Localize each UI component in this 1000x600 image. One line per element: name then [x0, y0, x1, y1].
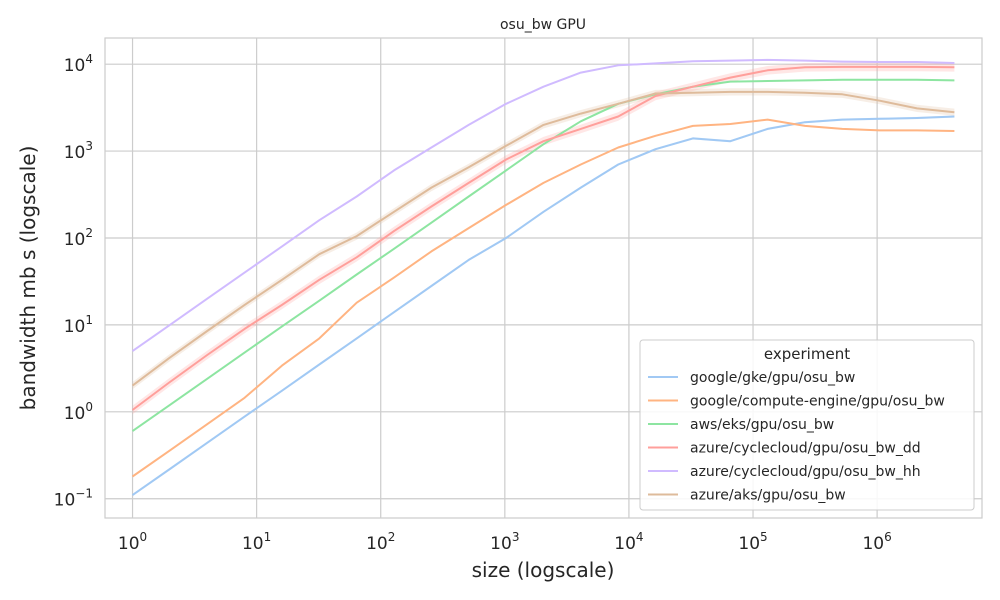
y-tick-label: 104	[64, 52, 93, 76]
legend-label: azure/cyclecloud/gpu/osu_bw_dd	[690, 441, 921, 457]
y-tick-label: 102	[64, 226, 93, 250]
x-tick-label: 105	[738, 530, 767, 554]
legend-label: aws/eks/gpu/osu_bw	[690, 417, 834, 433]
x-tick-label: 102	[366, 530, 395, 554]
legend-label: azure/aks/gpu/osu_bw	[690, 488, 846, 504]
x-tick-label: 106	[862, 530, 891, 554]
legend-title: experiment	[764, 345, 850, 363]
x-tick-label: 104	[614, 530, 643, 554]
chart-title: osu_bw GPU	[500, 17, 586, 33]
y-tick-label: 103	[64, 139, 93, 163]
x-tick-labels: 100 101 102 103 104 105 106	[118, 530, 892, 554]
y-axis-label: bandwidth mb s (logscale)	[16, 146, 40, 411]
x-tick-label: 103	[490, 530, 519, 554]
y-tick-label: 10−1	[54, 487, 93, 511]
legend: experiment google/gke/gpu/osu_bw google/c…	[640, 340, 974, 510]
legend-label: azure/cyclecloud/gpu/osu_bw_hh	[690, 464, 921, 480]
x-tick-label: 101	[242, 530, 271, 554]
y-tick-label: 101	[64, 313, 93, 337]
y-tick-labels: 10−1 100 101 102 103 104	[54, 52, 93, 511]
y-tick-label: 100	[64, 400, 93, 424]
legend-label: google/compute-engine/gpu/osu_bw	[690, 394, 945, 410]
legend-label: google/gke/gpu/osu_bw	[690, 370, 855, 386]
x-tick-label: 100	[118, 530, 147, 554]
legend-item: google/compute-engine/gpu/osu_bw	[648, 394, 945, 410]
x-axis-label: size (logscale)	[472, 558, 615, 582]
